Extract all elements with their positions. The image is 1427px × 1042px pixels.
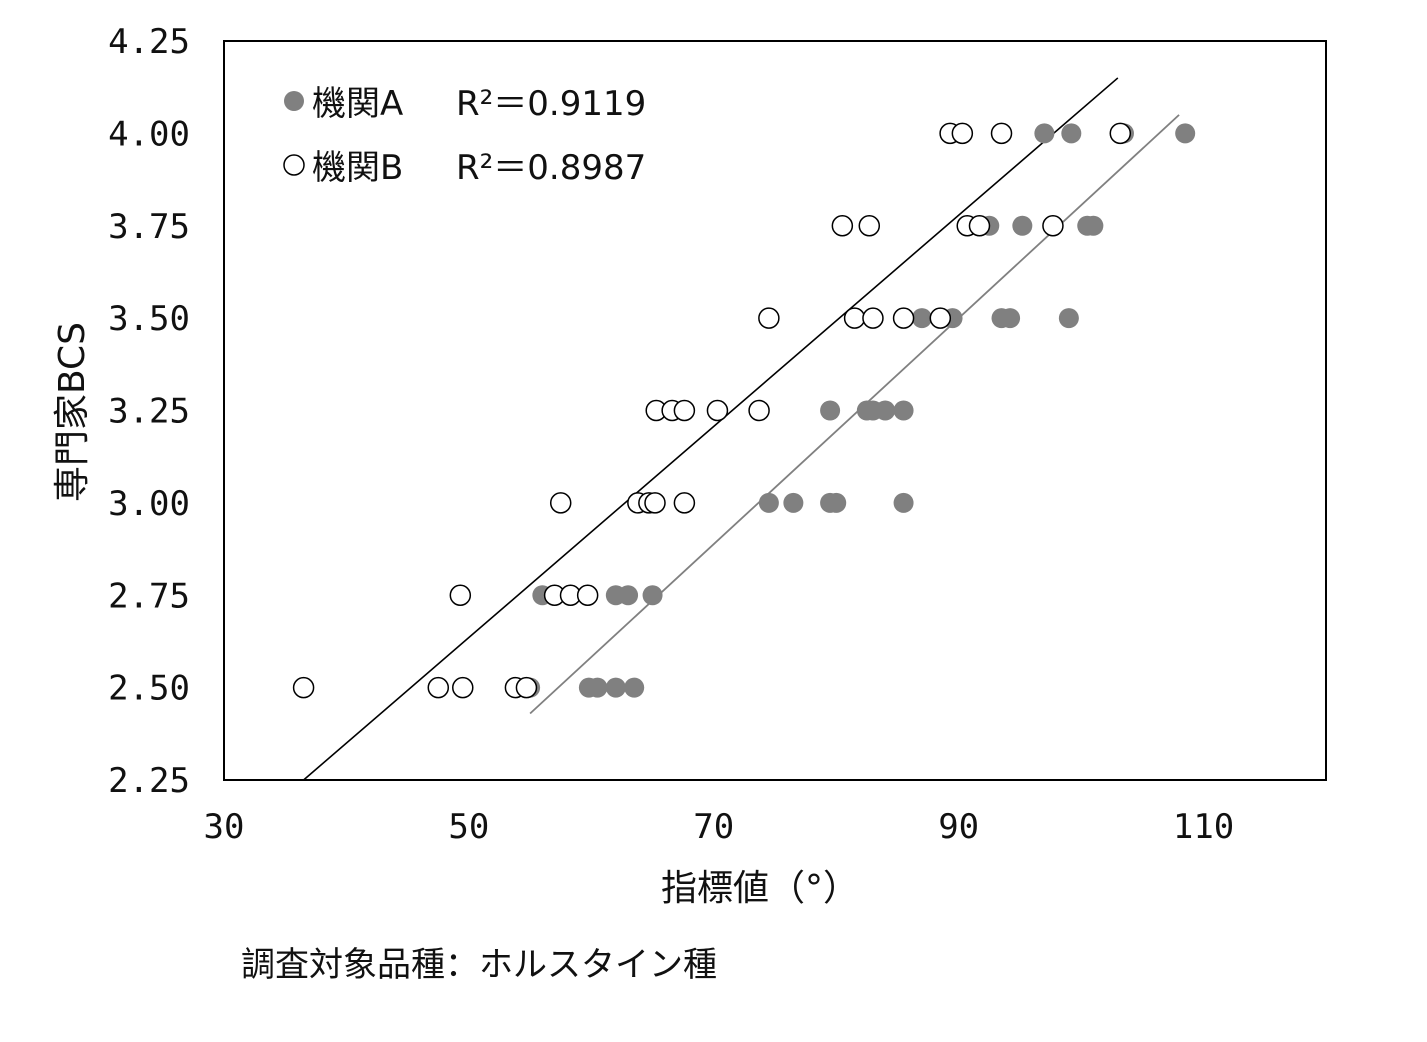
legend-marker-b bbox=[283, 154, 305, 176]
legend-r2-b: R²＝0.8987 bbox=[456, 148, 646, 188]
data-point-a bbox=[1012, 215, 1033, 236]
data-point-a bbox=[1000, 308, 1021, 329]
plot-area-frame bbox=[223, 40, 1327, 781]
chart-caption: 調査対象品種：ホルスタイン種 bbox=[241, 945, 717, 985]
trendlines bbox=[303, 77, 1180, 781]
data-point-b bbox=[706, 399, 729, 422]
y-tick-label: 2.75 bbox=[108, 576, 190, 616]
x-tick-label: 30 bbox=[204, 807, 245, 847]
data-point-a bbox=[624, 677, 645, 698]
data-points bbox=[292, 122, 1196, 699]
data-point-b bbox=[549, 492, 572, 514]
x-tick-label: 50 bbox=[448, 807, 489, 847]
y-tick-label: 3.75 bbox=[108, 207, 190, 247]
y-tick-label: 3.50 bbox=[108, 299, 190, 339]
data-point-a bbox=[1083, 215, 1104, 236]
data-point-b bbox=[673, 399, 696, 422]
trendline-b bbox=[303, 77, 1119, 781]
y-tick-label: 2.25 bbox=[108, 761, 190, 801]
data-point-b bbox=[858, 215, 881, 237]
trendline-a bbox=[529, 114, 1180, 715]
legend-label-b: 機関B bbox=[312, 148, 403, 188]
data-point-b bbox=[452, 676, 474, 699]
data-point-a bbox=[783, 492, 804, 513]
data-point-a bbox=[826, 492, 847, 513]
data-point-a bbox=[1034, 123, 1055, 144]
data-point-b bbox=[673, 492, 696, 514]
data-point-b bbox=[1042, 215, 1064, 237]
data-point-a bbox=[605, 677, 626, 698]
data-point-b bbox=[748, 399, 770, 422]
y-tick-label: 2.50 bbox=[108, 669, 190, 709]
y-tick-label: 4.25 bbox=[108, 22, 190, 62]
data-point-a bbox=[618, 585, 639, 606]
data-point-a bbox=[911, 308, 932, 329]
data-point-b bbox=[1109, 122, 1132, 145]
x-tick-labels: 30 50 70 90 110 bbox=[204, 807, 1235, 847]
data-point-b bbox=[449, 584, 472, 606]
y-axis-title: 専門家BCS bbox=[52, 322, 93, 502]
data-point-b bbox=[292, 676, 315, 699]
data-point-a bbox=[758, 492, 779, 513]
data-point-b bbox=[951, 122, 974, 145]
data-point-a bbox=[1175, 123, 1196, 144]
legend-label-a: 機関A bbox=[312, 84, 403, 124]
y-tick-labels: 4.25 4.00 3.75 3.50 3.25 3.00 2.75 2.50 2.25 bbox=[108, 22, 190, 801]
data-point-a bbox=[820, 400, 841, 421]
data-point-b bbox=[831, 215, 854, 237]
data-point-a bbox=[1058, 308, 1079, 329]
data-point-b bbox=[892, 307, 915, 329]
data-point-b bbox=[929, 307, 952, 329]
x-axis-title: 指標値（°） bbox=[661, 868, 859, 909]
data-point-a bbox=[875, 400, 896, 421]
data-point-b bbox=[758, 307, 780, 329]
data-point-a bbox=[642, 585, 663, 606]
data-point-b bbox=[843, 307, 866, 329]
legend-marker-a bbox=[284, 91, 304, 111]
data-point-a bbox=[893, 400, 914, 421]
x-tick-label: 110 bbox=[1173, 807, 1234, 847]
data-point-b bbox=[515, 676, 538, 699]
x-tick-label: 90 bbox=[938, 807, 979, 847]
data-point-b bbox=[576, 584, 599, 606]
data-point-a bbox=[587, 677, 608, 698]
y-tick-label: 4.00 bbox=[108, 114, 190, 154]
legend: 機関A R²＝0.9119 機関B R²＝0.8987 bbox=[283, 84, 646, 188]
y-tick-label: 3.00 bbox=[108, 484, 190, 524]
x-tick-label: 70 bbox=[693, 807, 734, 847]
data-point-b bbox=[644, 492, 666, 514]
data-point-b bbox=[862, 307, 884, 329]
data-point-b bbox=[427, 676, 450, 699]
data-point-b bbox=[968, 215, 991, 237]
data-point-a bbox=[893, 492, 914, 513]
y-tick-label: 3.25 bbox=[108, 392, 190, 432]
data-point-b bbox=[990, 122, 1013, 145]
legend-r2-a: R²＝0.9119 bbox=[456, 84, 646, 124]
data-point-a bbox=[1061, 123, 1082, 144]
